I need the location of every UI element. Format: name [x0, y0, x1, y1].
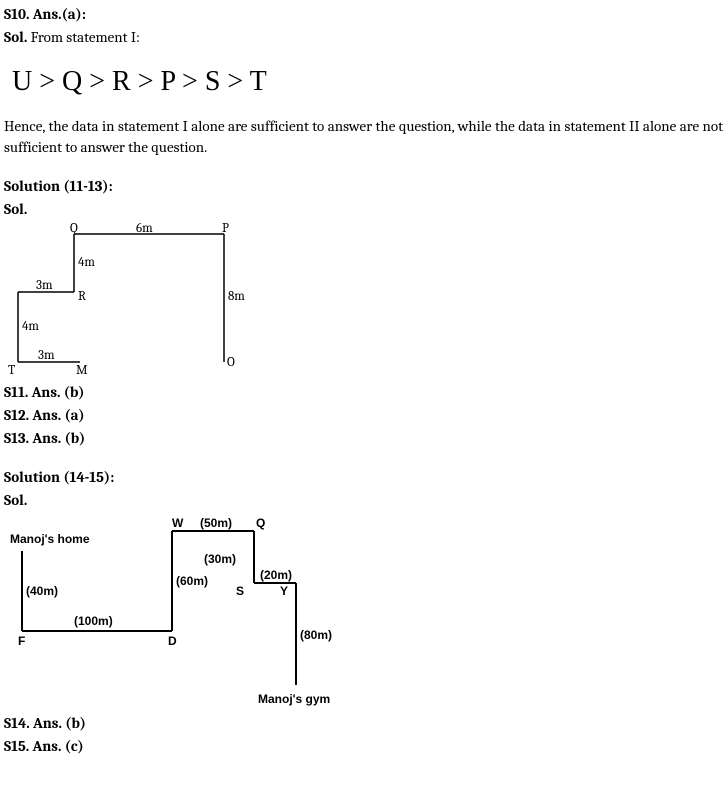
diagram-14-15: Manoj's home Manoj's gym W Q S Y F D (50…	[4, 513, 334, 713]
point-w: W	[172, 516, 184, 530]
gym-label: Manoj's gym	[258, 692, 330, 706]
home-label: Manoj's home	[10, 532, 90, 546]
len-qs: (30m)	[204, 552, 236, 566]
len-tm: 3m	[38, 348, 55, 363]
s10-conclusion: Hence, the data in statement I alone are…	[4, 116, 723, 158]
s10-sol-line: Sol. From statement I:	[4, 27, 723, 48]
len-tlt: 4m	[22, 319, 39, 334]
len-fd: (100m)	[74, 614, 113, 628]
sol-11-13-label: Sol.	[4, 199, 723, 220]
len-rtl: 3m	[36, 278, 53, 293]
sol-14-15-heading: Solution (14-15):	[4, 467, 723, 488]
point-d: D	[168, 634, 177, 648]
diagram-11-13: Q P R O M T 6m 4m 3m 4m 3m 8m	[4, 222, 254, 382]
sol-14-15-label: Sol.	[4, 490, 723, 511]
len-wq: (50m)	[200, 516, 232, 530]
s13-ans: S13. Ans. (b)	[4, 428, 723, 449]
point-s: S	[236, 584, 244, 598]
point-m: M	[76, 363, 88, 378]
len-ygym: (80m)	[300, 628, 332, 642]
inequality-expression: U > Q > R > P > S > T	[12, 66, 723, 98]
s15-ans: S15. Ans. (c)	[4, 736, 723, 757]
len-qp: 6m	[136, 222, 153, 236]
point-p: P	[222, 222, 229, 236]
s14-ans: S14. Ans. (b)	[4, 713, 723, 734]
len-qr: 4m	[78, 255, 95, 270]
point-t: T	[8, 363, 15, 378]
point-q2: Q	[256, 516, 265, 530]
len-po: 8m	[228, 289, 245, 304]
s10-heading: S10. Ans.(a):	[4, 4, 723, 25]
point-r: R	[78, 289, 86, 304]
point-f: F	[18, 634, 25, 648]
sol_14_15.diagram.labels.Y: Y	[280, 584, 288, 598]
s12-ans: S12. Ans. (a)	[4, 405, 723, 426]
sol-11-13-heading: Solution (11-13):	[4, 176, 723, 197]
point-o: O	[227, 355, 235, 370]
s11-ans: S11. Ans. (b)	[4, 382, 723, 403]
len-hf: (40m)	[26, 584, 58, 598]
len-dw: (60m)	[176, 574, 208, 588]
point-q: Q	[70, 222, 78, 236]
len-sy: (20m)	[260, 568, 292, 582]
